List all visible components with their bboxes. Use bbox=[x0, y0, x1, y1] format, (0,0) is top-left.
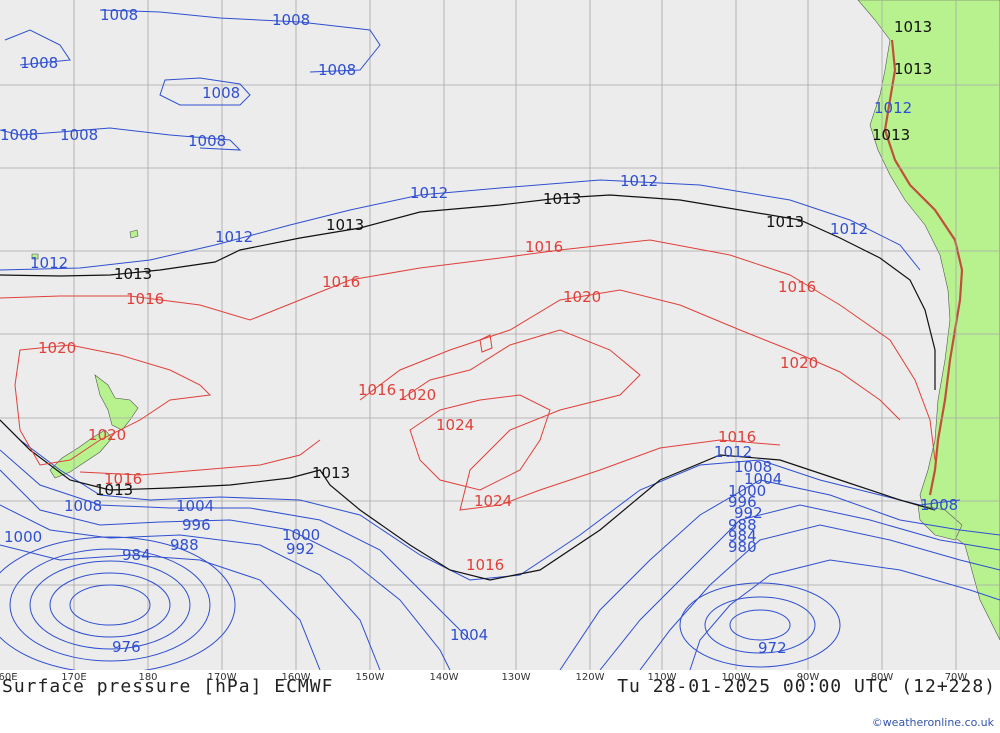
isobar-label: 1013 bbox=[766, 213, 804, 231]
isobar-label: 1013 bbox=[543, 190, 581, 208]
isobars-standard bbox=[0, 194, 936, 581]
isobar-label: 1013 bbox=[312, 464, 350, 482]
island-fiji bbox=[129, 229, 139, 239]
isobar-label: 1020 bbox=[780, 354, 818, 372]
isobar-label: 1004 bbox=[744, 470, 782, 488]
longitude-label: 100W bbox=[721, 672, 751, 683]
isobar-label: 1016 bbox=[126, 290, 164, 308]
isobar-label: 996 bbox=[728, 493, 757, 511]
isobar-label: 1013 bbox=[872, 126, 910, 144]
longitude-label: 120W bbox=[575, 672, 605, 683]
isobar-label: 976 bbox=[112, 638, 141, 656]
isobar-label: 1016 bbox=[778, 278, 816, 296]
pressure-map: 1008 1008 1008 1008 1008 1008 1008 1008 … bbox=[0, 0, 1000, 670]
longitude-label: 130W bbox=[501, 672, 531, 683]
longitude-label: 110W bbox=[647, 672, 677, 683]
isobar-label: 984 bbox=[728, 527, 757, 545]
isobar-label: 1020 bbox=[38, 339, 76, 357]
isobar-label: 1008 bbox=[20, 54, 58, 72]
longitude-label: 60E bbox=[0, 672, 18, 683]
isobar-label: 1008 bbox=[188, 132, 226, 150]
longitude-label: 140W bbox=[429, 672, 459, 683]
tierra-del-fuego bbox=[917, 504, 963, 541]
isobar-label: 1008 bbox=[202, 84, 240, 102]
isobar-label: 1016 bbox=[358, 381, 396, 399]
isobar-label: 988 bbox=[170, 536, 199, 554]
isobar-label: 1008 bbox=[734, 458, 772, 476]
isobar-label: 1024 bbox=[436, 416, 474, 434]
map-title: Surface pressure [hPa] ECMWF bbox=[2, 676, 334, 697]
isobar-label: 1016 bbox=[718, 428, 756, 446]
isobar-label: 1020 bbox=[563, 288, 601, 306]
isobars-high bbox=[0, 239, 936, 511]
isobar-label: 1016 bbox=[525, 238, 563, 256]
isobar-label: 1013 bbox=[894, 60, 932, 78]
credit-link[interactable]: ©weatheronline.co.uk bbox=[871, 716, 994, 729]
isobar-label: 1012 bbox=[830, 220, 868, 238]
south-america-land bbox=[857, 0, 1000, 641]
isobar-label: 1000 bbox=[282, 526, 320, 544]
longitude-label: 90W bbox=[796, 672, 820, 683]
isobar-label: 1013 bbox=[894, 18, 932, 36]
isobar-label: 1004 bbox=[450, 626, 488, 644]
longitude-label: 180 bbox=[138, 672, 158, 683]
isobar-label: 1012 bbox=[620, 172, 658, 190]
isobar-label: 1016 bbox=[322, 273, 360, 291]
longitude-label: 170W bbox=[207, 672, 237, 683]
isobar-label: 1020 bbox=[398, 386, 436, 404]
island-tonga bbox=[31, 253, 39, 260]
isobar-label: 984 bbox=[122, 546, 151, 564]
new-zealand-north bbox=[94, 374, 139, 431]
isobar-label: 1016 bbox=[104, 470, 142, 488]
isobar-label: 1012 bbox=[874, 99, 912, 117]
isobar-label: 1020 bbox=[88, 426, 126, 444]
isobar-label: 1008 bbox=[272, 11, 310, 29]
longitude-label: 160W bbox=[281, 672, 311, 683]
isobar-label: 1012 bbox=[714, 443, 752, 461]
isobar-label: 1000 bbox=[728, 482, 766, 500]
isobar-label: 980 bbox=[728, 538, 757, 556]
isobar-label: 1008 bbox=[318, 61, 356, 79]
isobar-label: 1013 bbox=[326, 216, 364, 234]
andes-mountains bbox=[883, 39, 964, 496]
longitude-label: 170E bbox=[61, 672, 87, 683]
isobar-label: 992 bbox=[734, 504, 763, 522]
isobar-label: 1008 bbox=[64, 497, 102, 515]
isobar-label: 996 bbox=[182, 516, 211, 534]
isobar-label: 1000 bbox=[4, 528, 42, 546]
isobar-label: 1016 bbox=[466, 556, 504, 574]
isobar-label: 1008 bbox=[60, 126, 98, 144]
longitude-label: 80W bbox=[870, 672, 894, 683]
isobar-label: 1012 bbox=[215, 228, 253, 246]
longitude-label: 70W bbox=[944, 672, 968, 683]
isobar-label: 972 bbox=[758, 639, 787, 657]
footer-bar bbox=[0, 670, 1000, 733]
isobar-label: 1024 bbox=[474, 492, 512, 510]
isobar-label: 1012 bbox=[30, 254, 68, 272]
isobar-label: 992 bbox=[286, 540, 315, 558]
isobar-label: 1013 bbox=[95, 481, 133, 499]
longitude-label: 150W bbox=[355, 672, 385, 683]
isobar-label: 1008 bbox=[0, 126, 38, 144]
isobar-label: 1012 bbox=[410, 184, 448, 202]
isobar-label: 1013 bbox=[114, 265, 152, 283]
isobar-label: 1008 bbox=[100, 6, 138, 24]
isobar-label: 1008 bbox=[920, 496, 958, 514]
isobar-label: 1004 bbox=[176, 497, 214, 515]
isobar-labels: 1008 1008 1008 1008 1008 1008 1008 1008 … bbox=[0, 6, 958, 657]
isobars-low bbox=[0, 9, 1000, 670]
isobar-label: 988 bbox=[728, 516, 757, 534]
forecast-time: Tu 28-01-2025 00:00 UTC (12+228) bbox=[617, 676, 996, 697]
